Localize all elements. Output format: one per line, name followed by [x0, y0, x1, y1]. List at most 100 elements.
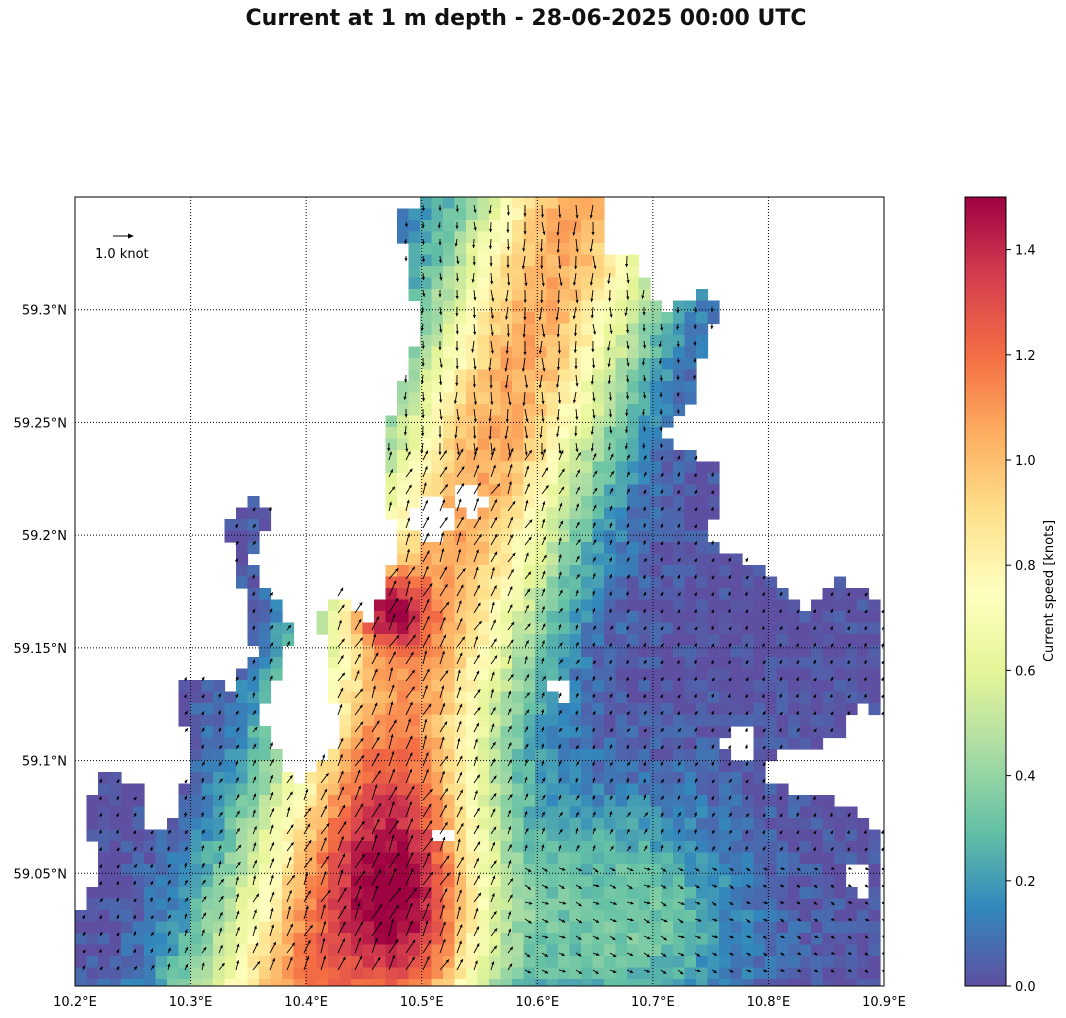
speed-cell — [604, 714, 617, 727]
current-arrow — [371, 834, 378, 852]
current-arrow — [557, 340, 561, 354]
current-arrow — [439, 601, 450, 614]
speed-cell — [466, 760, 479, 773]
speed-cell — [247, 887, 260, 900]
speed-cell — [420, 576, 433, 589]
current-arrow — [607, 340, 611, 351]
speed-cell — [753, 622, 766, 635]
speed-cell — [627, 749, 640, 762]
speed-cell — [845, 680, 858, 693]
current-arrow — [830, 969, 835, 973]
speed-cell — [546, 450, 559, 463]
speed-cell — [845, 944, 858, 957]
current-arrow — [371, 720, 380, 733]
speed-cell — [523, 415, 536, 428]
speed-cell — [845, 979, 858, 986]
speed-cell — [293, 956, 306, 969]
speed-cell — [236, 921, 249, 934]
speed-cell — [408, 220, 421, 233]
speed-cell — [742, 898, 755, 911]
current-arrow — [558, 675, 562, 682]
speed-cell — [604, 254, 617, 267]
current-arrow — [184, 913, 188, 920]
speed-cell — [224, 530, 237, 543]
speed-cell — [86, 944, 99, 957]
current-arrow — [795, 626, 799, 631]
speed-cell — [546, 473, 559, 486]
current-arrow — [524, 726, 529, 733]
speed-cell — [811, 622, 824, 635]
speed-cell — [661, 335, 674, 348]
speed-cell — [788, 875, 801, 888]
speed-cell — [443, 703, 456, 716]
speed-cell — [592, 611, 605, 624]
speed-cell — [328, 611, 341, 624]
current-arrow — [218, 878, 225, 886]
speed-cell — [799, 898, 812, 911]
speed-cell — [431, 875, 444, 888]
speed-cell — [673, 749, 686, 762]
speed-cell — [443, 576, 456, 589]
speed-cell — [523, 645, 536, 658]
speed-cell — [259, 507, 272, 520]
speed-cell — [408, 921, 421, 934]
current-arrow — [626, 761, 631, 767]
current-arrow — [269, 858, 275, 869]
speed-cell — [661, 404, 674, 417]
speed-cell — [328, 887, 341, 900]
current-arrow — [677, 557, 681, 563]
speed-cell — [719, 726, 732, 739]
colorbar-tick-label: 0.2 — [1015, 875, 1036, 890]
current-arrow — [641, 289, 645, 299]
speed-cell — [408, 875, 421, 888]
current-arrow — [694, 884, 700, 889]
speed-cell — [558, 220, 571, 233]
speed-cell — [431, 703, 444, 716]
current-arrow — [643, 969, 651, 973]
speed-cell — [351, 933, 364, 946]
speed-cell — [351, 611, 364, 624]
current-arrow — [863, 642, 867, 648]
speed-cell — [535, 369, 548, 382]
speed-cell — [822, 622, 835, 635]
speed-cell — [385, 760, 398, 773]
speed-cell — [316, 944, 329, 957]
speed-cell — [696, 519, 709, 532]
current-arrow — [252, 540, 256, 546]
speed-cell — [454, 933, 467, 946]
current-arrow — [643, 471, 647, 478]
speed-cell — [615, 507, 628, 520]
speed-cell — [627, 680, 640, 693]
speed-cell — [558, 749, 571, 762]
speed-cell — [638, 703, 651, 716]
speed-cell — [868, 887, 881, 900]
current-arrow — [235, 710, 239, 716]
speed-cell — [535, 680, 548, 693]
speed-cell — [282, 875, 295, 888]
speed-cell — [500, 714, 513, 727]
speed-cell — [661, 588, 674, 601]
current-arrow — [660, 323, 664, 331]
speed-cell — [431, 887, 444, 900]
current-arrow — [524, 969, 532, 974]
speed-cell — [431, 335, 444, 348]
speed-cell — [707, 944, 720, 957]
speed-cell — [236, 576, 249, 589]
speed-cell — [443, 266, 456, 279]
speed-cell — [466, 277, 479, 290]
speed-cell — [431, 404, 444, 417]
current-arrow — [184, 795, 188, 801]
latitude-tick-labels: 59.05°N 59.1°N 59.15°N 59.2°N 59.25°N 59… — [14, 304, 67, 883]
speed-cell — [500, 783, 513, 796]
speed-cell — [535, 277, 548, 290]
speed-cell — [523, 323, 536, 336]
speed-cell — [224, 749, 237, 762]
speed-cell — [615, 335, 628, 348]
current-arrow — [796, 609, 800, 614]
speed-cell — [707, 806, 720, 819]
speed-cell — [546, 335, 559, 348]
speed-cell — [397, 726, 410, 739]
speed-cell — [581, 381, 594, 394]
current-arrow — [521, 255, 526, 270]
speed-cell — [638, 956, 651, 969]
